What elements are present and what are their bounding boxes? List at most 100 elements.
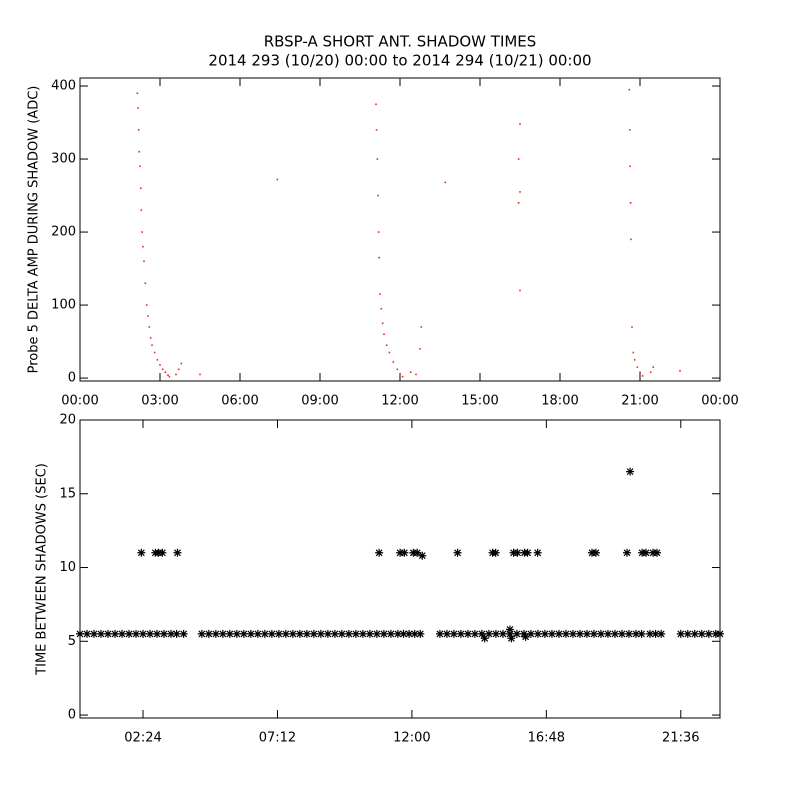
- point: [141, 231, 143, 233]
- point: [381, 322, 384, 325]
- star-point: [547, 629, 556, 638]
- star-point: [453, 548, 462, 557]
- star-point: [507, 634, 516, 643]
- star-point: [645, 629, 654, 638]
- point: [164, 371, 167, 374]
- star-point: [568, 629, 577, 638]
- point: [383, 333, 385, 336]
- star-point: [351, 629, 360, 638]
- star-point: [683, 629, 692, 638]
- point: [140, 187, 142, 190]
- star-point: [295, 629, 304, 638]
- x-tick-label: 06:00: [221, 394, 258, 409]
- star-point: [358, 629, 367, 638]
- star-point: [540, 629, 549, 638]
- star-point: [470, 629, 479, 638]
- star-point: [610, 629, 619, 638]
- point: [631, 326, 633, 328]
- star-point: [603, 629, 612, 638]
- y-tick-label: 400: [51, 79, 76, 94]
- point: [153, 351, 156, 354]
- point: [641, 375, 644, 377]
- point: [168, 375, 171, 378]
- point: [143, 260, 145, 263]
- star-point: [676, 629, 685, 638]
- star-point: [337, 629, 346, 638]
- star-point: [83, 629, 92, 638]
- point: [392, 361, 395, 363]
- point: [142, 245, 144, 248]
- star-point: [626, 467, 635, 476]
- point: [161, 368, 164, 371]
- star-point: [111, 629, 120, 638]
- point: [519, 289, 521, 292]
- x-tick-label: 18:00: [541, 394, 578, 409]
- point: [376, 158, 379, 160]
- star-point: [400, 548, 409, 557]
- star-point: [512, 629, 521, 638]
- point: [380, 307, 383, 310]
- x-tick-label: 12:00: [393, 731, 430, 746]
- star-point: [484, 629, 493, 638]
- star-point: [463, 629, 472, 638]
- x-tick-label: 00:00: [701, 394, 738, 409]
- star-point: [491, 629, 500, 638]
- star-point: [631, 629, 640, 638]
- x-tick-label: 12:00: [381, 394, 418, 409]
- star-point: [405, 629, 414, 638]
- point: [629, 129, 631, 131]
- point: [628, 88, 631, 91]
- star-point: [204, 629, 213, 638]
- point: [177, 368, 180, 371]
- star-point: [711, 629, 720, 638]
- point: [420, 326, 423, 328]
- star-point: [642, 548, 651, 557]
- star-point: [591, 548, 600, 557]
- point: [409, 371, 412, 374]
- star-point: [158, 548, 167, 557]
- point: [639, 371, 641, 374]
- star-point: [477, 629, 486, 638]
- point: [633, 359, 636, 361]
- point: [151, 344, 153, 347]
- star-point: [372, 629, 381, 638]
- point: [167, 374, 169, 376]
- star-point: [218, 629, 227, 638]
- y-tick-label: 5: [68, 634, 76, 649]
- star-point: [179, 629, 188, 638]
- star-point: [137, 548, 146, 557]
- star-point: [582, 629, 591, 638]
- point: [377, 194, 379, 197]
- star-point: [146, 629, 155, 638]
- star-point: [523, 548, 532, 557]
- point: [199, 373, 201, 376]
- point: [138, 150, 140, 153]
- star-point: [637, 629, 646, 638]
- point: [629, 202, 632, 204]
- star-point: [139, 629, 148, 638]
- star-point: [379, 629, 388, 638]
- y-tick-label: 300: [51, 152, 76, 167]
- star-point: [521, 632, 530, 641]
- star-point: [533, 548, 542, 557]
- point: [415, 373, 417, 376]
- star-point: [416, 629, 425, 638]
- point: [148, 326, 151, 328]
- star-point: [260, 629, 269, 638]
- point: [175, 373, 177, 376]
- point: [519, 191, 521, 193]
- star-point: [505, 625, 514, 634]
- point: [517, 158, 520, 160]
- star-point: [575, 629, 584, 638]
- point: [144, 282, 147, 284]
- point: [396, 368, 399, 371]
- star-point: [288, 629, 297, 638]
- point: [679, 369, 681, 372]
- star-point: [396, 548, 405, 557]
- star-point: [533, 629, 542, 638]
- star-point: [561, 629, 570, 638]
- star-point: [513, 548, 522, 557]
- star-point: [160, 629, 169, 638]
- star-point: [167, 629, 176, 638]
- point: [630, 238, 632, 241]
